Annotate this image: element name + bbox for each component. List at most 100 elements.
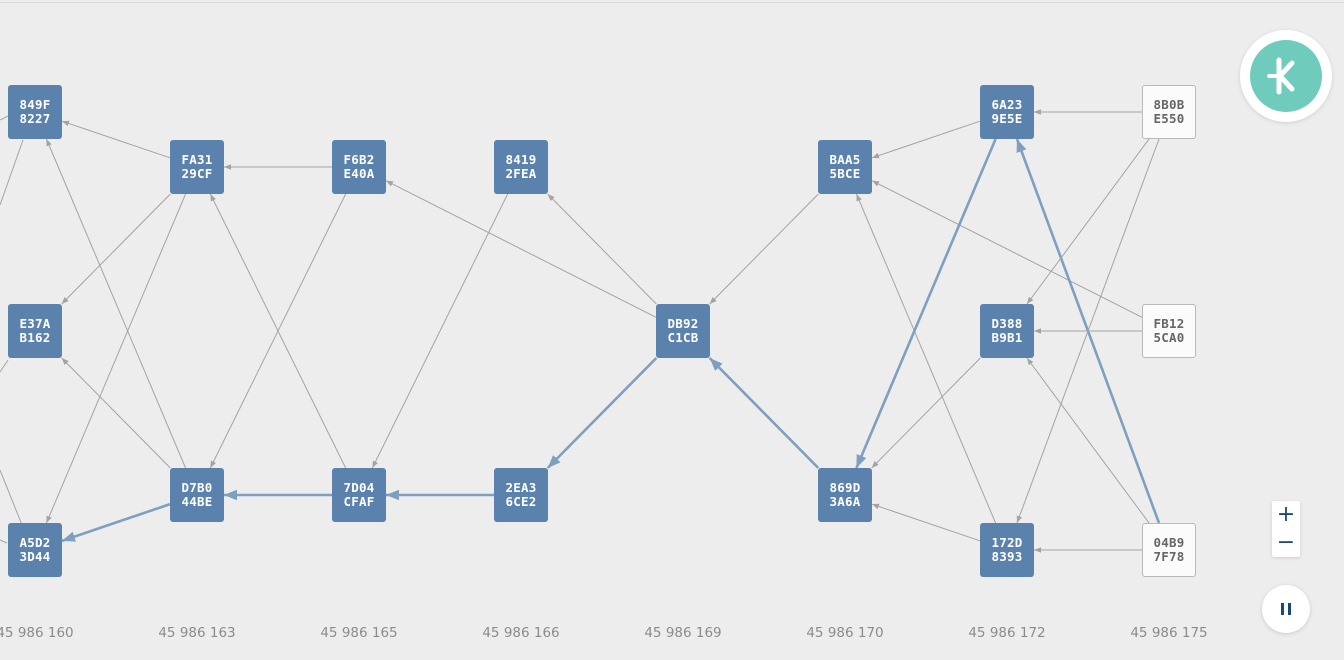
dag-edge [45, 193, 187, 524]
block-node[interactable]: 6A23 9E5E [980, 85, 1034, 139]
block-height-tick: 45 986 175 [1130, 625, 1208, 641]
highlighted-edge [708, 357, 820, 469]
block-node[interactable]: F6B2 E40A [332, 140, 386, 194]
block-hash-label: 869D [829, 480, 861, 495]
block-node[interactable]: 04B9 7F78 [1142, 523, 1196, 577]
kaspa-logo-button[interactable] [1240, 30, 1332, 122]
dag-edge [709, 193, 819, 305]
dag-edge [385, 180, 657, 318]
block-hash-label: 3D44 [19, 549, 51, 564]
block-hash-label: 3A6A [829, 494, 861, 509]
dag-edge [61, 357, 171, 469]
block-hash-label: 5CA0 [1153, 330, 1185, 345]
block-hash-label: 04B9 [1153, 535, 1185, 550]
block-hash-label: F6B2 [343, 152, 375, 167]
block-node[interactable]: 8B0B E550 [1142, 85, 1196, 139]
block-hash-label: 849F [19, 97, 51, 112]
block-hash-label: 44BE [181, 494, 213, 509]
highlighted-edge [546, 357, 658, 469]
block-height-tick: 45 986 169 [644, 625, 722, 641]
dag-edge [855, 193, 997, 524]
block-node[interactable]: E37A B162 [8, 304, 62, 358]
block-node[interactable]: FB12 5CA0 [1142, 304, 1196, 358]
block-node[interactable]: 8419 2FEA [494, 140, 548, 194]
offscreen-edge [0, 539, 8, 544]
block-hash-label: D7B0 [181, 480, 213, 495]
dag-edge [871, 357, 981, 469]
block-hash-label: CFAF [343, 494, 375, 509]
dag-edge [1026, 357, 1150, 524]
highlighted-edge [61, 502, 171, 543]
dag-edge [209, 193, 347, 469]
block-hash-label: 7D04 [343, 480, 375, 495]
block-hash-label: 9E5E [991, 111, 1023, 126]
block-node[interactable]: FA31 29CF [170, 140, 224, 194]
top-border [0, 2, 1344, 3]
block-height-tick: 45 986 165 [320, 625, 398, 641]
dag-edge [871, 180, 1143, 318]
block-node[interactable]: D7B0 44BE [170, 468, 224, 522]
offscreen-edge [0, 115, 9, 121]
dag-edge [1026, 138, 1150, 305]
dag-edge [871, 503, 981, 542]
block-hash-label: DB92 [667, 316, 699, 331]
block-node[interactable]: 172D 8393 [980, 523, 1034, 577]
block-node[interactable]: 849F 8227 [8, 85, 62, 139]
block-hash-label: FA31 [181, 152, 213, 167]
block-node[interactable]: DB92 C1CB [656, 304, 710, 358]
block-hash-label: 2FEA [505, 166, 537, 181]
block-hash-label: E550 [1153, 111, 1185, 126]
dag-edge [547, 193, 657, 305]
block-hash-label: C1CB [667, 330, 699, 345]
block-hash-label: 8393 [991, 549, 1023, 564]
highlighted-edge [855, 138, 997, 469]
block-hash-label: 8B0B [1153, 97, 1185, 112]
offscreen-edge [0, 139, 24, 206]
block-height-tick: 45 986 172 [968, 625, 1046, 641]
dag-edge [1016, 138, 1160, 524]
block-hash-label: 29CF [181, 166, 213, 181]
dag-edge [45, 138, 187, 469]
dag-edge [61, 193, 171, 305]
zoom-control: + − [1272, 501, 1300, 557]
dag-edge [61, 120, 171, 159]
block-node[interactable]: 2EA3 6CE2 [494, 468, 548, 522]
block-hash-label: BAA5 [829, 152, 861, 167]
block-node[interactable]: A5D2 3D44 [8, 523, 62, 577]
block-hash-label: E37A [19, 316, 51, 331]
block-height-tick: 45 986 163 [158, 625, 236, 641]
pause-icon [1281, 603, 1284, 615]
block-hash-label: FB12 [1153, 316, 1185, 331]
block-hash-label: 2EA3 [505, 480, 537, 495]
block-hash-label: 7F78 [1153, 549, 1185, 564]
kaspa-k-logo-icon [1250, 40, 1322, 112]
pause-button[interactable] [1262, 585, 1310, 633]
block-hash-label: 8227 [19, 111, 51, 126]
block-hash-label: A5D2 [19, 535, 51, 550]
block-height-tick: 45 986 170 [806, 625, 884, 641]
block-height-tick: 45 986 166 [482, 625, 560, 641]
block-hash-label: 172D [991, 535, 1023, 550]
dag-edge [371, 193, 509, 469]
block-node[interactable]: BAA5 5BCE [818, 140, 872, 194]
block-hash-label: 8419 [505, 152, 537, 167]
offscreen-edge [0, 469, 23, 526]
block-hash-label: 6A23 [991, 97, 1023, 112]
block-hash-label: 5BCE [829, 166, 861, 181]
block-hash-label: E40A [343, 166, 375, 181]
block-node[interactable]: 869D 3A6A [818, 468, 872, 522]
block-node[interactable]: D388 B9B1 [980, 304, 1034, 358]
pause-icon [1288, 603, 1291, 615]
block-hash-label: B162 [19, 330, 51, 345]
dag-edge [871, 120, 981, 159]
block-hash-label: B9B1 [991, 330, 1023, 345]
block-node[interactable]: 7D04 CFAF [332, 468, 386, 522]
zoom-out-button[interactable]: − [1276, 530, 1296, 555]
offscreen-edge [0, 359, 9, 373]
block-height-tick: 45 986 160 [0, 625, 74, 641]
block-hash-label: 6CE2 [505, 494, 537, 509]
zoom-in-button[interactable]: + [1276, 502, 1296, 527]
block-hash-label: D388 [991, 316, 1023, 331]
